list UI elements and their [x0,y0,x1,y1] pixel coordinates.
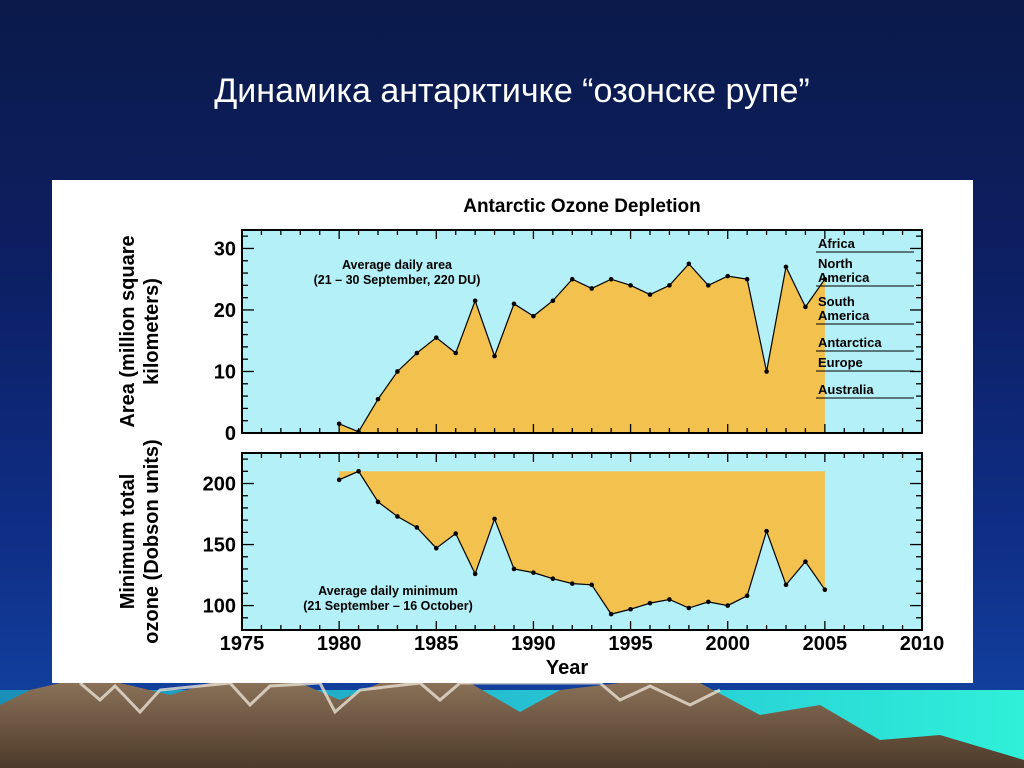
y-tick-label: 0 [225,423,236,445]
annotation-text: Average daily area [342,258,453,272]
panel-min-ozone: 100 150 200 Minimum total ozone (Dobson unit… [117,439,923,644]
data-point [628,283,633,288]
data-point [686,605,692,611]
data-point [764,528,769,534]
data-point [725,603,731,608]
legend-entry: South [818,294,855,309]
data-point [822,276,828,282]
annotation-text: (21 – 30 September, 220 DU) [314,273,481,287]
y-tick-label: 200 [203,474,236,496]
data-point [492,516,497,522]
data-point [589,582,595,588]
y-axis-label: ozone (Dobson units) [141,439,163,643]
chart-title: Antarctic Ozone Depletion [463,196,701,217]
data-point [414,525,420,530]
legend-entry: Antarctica [818,335,882,350]
data-point [705,599,711,605]
data-point [686,261,692,267]
x-tick-label: 2005 [803,633,848,655]
data-point [472,571,478,577]
data-point [822,587,828,593]
series-line [338,262,826,433]
data-point [608,276,614,282]
data-point [375,396,381,402]
data-point [531,570,536,575]
x-tick-label: 2000 [705,633,750,655]
x-tick-label: 1985 [414,633,459,655]
area-fill [339,263,825,433]
data-point [336,421,342,427]
continent-legend: AfricaNorthAmericaSouthAmericaAntarctica… [816,236,914,399]
data-point [783,264,789,270]
data-point [647,292,653,297]
legend-entry: Europe [818,355,863,370]
y-tick-label: 30 [214,238,236,260]
data-point [569,581,575,586]
annotation-text: (21 September – 16 October) [303,599,473,613]
data-point [472,298,478,304]
data-point [647,600,653,606]
y-tick-label: 20 [214,300,236,322]
data-point [336,477,342,483]
data-point [511,301,517,307]
x-tick-label: 1975 [220,633,265,655]
y-axis-label: Minimum total [117,474,139,610]
data-point [667,597,672,602]
x-tick-label: 1990 [511,633,556,655]
data-point [395,369,400,374]
plot-frame [241,229,923,434]
x-tick-label: 2010 [900,633,945,655]
legend-entry: America [818,270,870,285]
legend-entry: Africa [818,236,856,251]
x-tick-label: 1980 [317,633,362,655]
chart-card: Antarctic Ozone Depletion 0 10 20 30 Area (mi… [52,180,973,683]
data-point [803,304,808,310]
data-point [705,283,711,288]
data-point [433,335,439,340]
ozone-chart: Antarctic Ozone Depletion 0 10 20 30 Area (mi… [117,196,945,679]
data-point [589,286,595,291]
legend-entry: Australia [818,382,874,397]
y-axis-label: kilometers) [141,278,163,385]
data-point [667,283,672,288]
data-point [569,276,575,282]
area-fill [339,471,825,615]
data-point [453,350,459,356]
y-tick-label: 150 [203,535,236,557]
mountain-snow [79,681,721,715]
data-point [375,499,381,505]
x-axis-label: Year [546,657,588,679]
series-line [338,470,826,615]
data-point [725,273,731,279]
data-point [414,350,420,356]
data-point [803,559,808,564]
data-point [511,566,517,572]
legend-entry: North [818,256,853,271]
data-point [550,298,556,304]
mountain-range [0,683,1024,768]
data-point [783,582,789,588]
y-axis-label: Area (million square [117,235,139,427]
data-point [744,593,750,599]
data-point [453,531,459,536]
data-point [492,353,497,359]
legend-entry: America [818,308,870,323]
data-point [628,606,633,612]
data-point [356,469,361,474]
data-point [550,576,556,582]
data-point [531,313,536,319]
slide-title: Динамика антарктичке “озонске рупе” [214,72,810,110]
panel-area: 0 10 20 30 Area (million square kilometers) Av… [117,229,923,445]
x-tick-label: 1995 [608,633,653,655]
data-point [433,545,439,551]
annotation-text: Average daily minimum [318,584,458,598]
y-tick-label: 100 [203,596,236,618]
y-tick-label: 10 [214,361,236,383]
data-point [608,611,614,617]
data-point [764,369,769,374]
plot-frame [241,452,923,631]
data-point [395,514,400,519]
data-point [744,276,750,282]
